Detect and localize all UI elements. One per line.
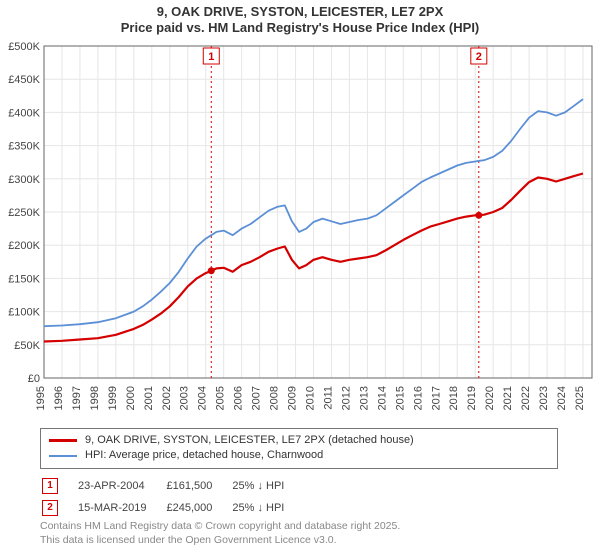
svg-text:£50K: £50K [14,340,40,352]
marker-date: 15-MAR-2019 [78,498,164,518]
marker-row: 2 15-MAR-2019£245,00025% ↓ HPI [42,498,302,518]
svg-text:2016: 2016 [412,386,424,410]
chart-canvas: £0 £50K £100K £150K £200K £250K £300K £350K £400… [0,40,600,420]
event-markers-table: 1 23-APR-2004£161,50025% ↓ HPI 2 15-MAR-201… [40,474,304,520]
svg-text:1999: 1999 [107,386,119,410]
svg-text:2022: 2022 [520,386,532,410]
svg-text:£300K: £300K [8,174,40,186]
svg-text:2009: 2009 [287,386,299,410]
svg-text:1: 1 [208,51,214,63]
svg-text:2019: 2019 [466,386,478,410]
marker-price: £161,500 [166,476,230,496]
marker-id-box: 1 [42,478,58,494]
marker-price: £245,000 [166,498,230,518]
svg-text:2: 2 [476,51,482,63]
svg-text:2001: 2001 [143,386,155,410]
svg-text:£500K: £500K [8,41,40,53]
marker-delta: 25% ↓ HPI [232,498,302,518]
legend-swatch [49,455,77,457]
svg-text:1996: 1996 [53,386,65,410]
svg-text:2021: 2021 [502,386,514,410]
svg-text:£250K: £250K [8,207,40,219]
svg-text:2014: 2014 [376,386,388,410]
svg-text:£0: £0 [28,373,40,385]
svg-text:2017: 2017 [430,386,442,410]
svg-text:2023: 2023 [538,386,550,410]
svg-text:2025: 2025 [574,386,586,410]
legend-row: 9, OAK DRIVE, SYSTON, LEICESTER, LE7 2PX… [49,433,549,448]
svg-text:1998: 1998 [89,386,101,410]
svg-text:2004: 2004 [197,386,209,410]
svg-text:£350K: £350K [8,141,40,153]
svg-text:2015: 2015 [394,386,406,410]
legend-row: HPI: Average price, detached house, Char… [49,448,549,463]
footer-attribution: Contains HM Land Registry data © Crown c… [40,520,400,547]
svg-text:2000: 2000 [125,386,137,410]
marker-row: 1 23-APR-2004£161,50025% ↓ HPI [42,476,302,496]
svg-text:2007: 2007 [251,386,263,410]
svg-text:2024: 2024 [556,386,568,410]
svg-text:2012: 2012 [340,386,352,410]
marker-id-box: 2 [42,500,58,516]
chart-title: 9, OAK DRIVE, SYSTON, LEICESTER, LE7 2PX… [0,0,600,37]
svg-text:£200K: £200K [8,240,40,252]
svg-text:2006: 2006 [233,386,245,410]
svg-text:£100K: £100K [8,307,40,319]
svg-text:£400K: £400K [8,107,40,119]
svg-text:2018: 2018 [448,386,460,410]
svg-text:1997: 1997 [71,386,83,410]
svg-text:£150K: £150K [8,273,40,285]
title-line-1: 9, OAK DRIVE, SYSTON, LEICESTER, LE7 2PX [0,4,600,20]
svg-text:2008: 2008 [269,386,281,410]
svg-text:2003: 2003 [179,386,191,410]
legend-label: HPI: Average price, detached house, Char… [85,448,323,463]
svg-text:2010: 2010 [305,386,317,410]
svg-text:£450K: £450K [8,74,40,86]
marker-date: 23-APR-2004 [78,476,164,496]
svg-text:2020: 2020 [484,386,496,410]
footer-line-1: Contains HM Land Registry data © Crown c… [40,520,400,534]
svg-text:2002: 2002 [161,386,173,410]
legend: 9, OAK DRIVE, SYSTON, LEICESTER, LE7 2PX… [40,428,558,469]
legend-label: 9, OAK DRIVE, SYSTON, LEICESTER, LE7 2PX… [85,433,414,448]
legend-swatch [49,439,77,442]
title-line-2: Price paid vs. HM Land Registry's House … [0,20,600,36]
footer-line-2: This data is licensed under the Open Gov… [40,534,400,548]
svg-text:1995: 1995 [35,386,47,410]
svg-text:2013: 2013 [358,386,370,410]
marker-delta: 25% ↓ HPI [232,476,302,496]
svg-text:2005: 2005 [215,386,227,410]
svg-text:2011: 2011 [322,386,334,410]
